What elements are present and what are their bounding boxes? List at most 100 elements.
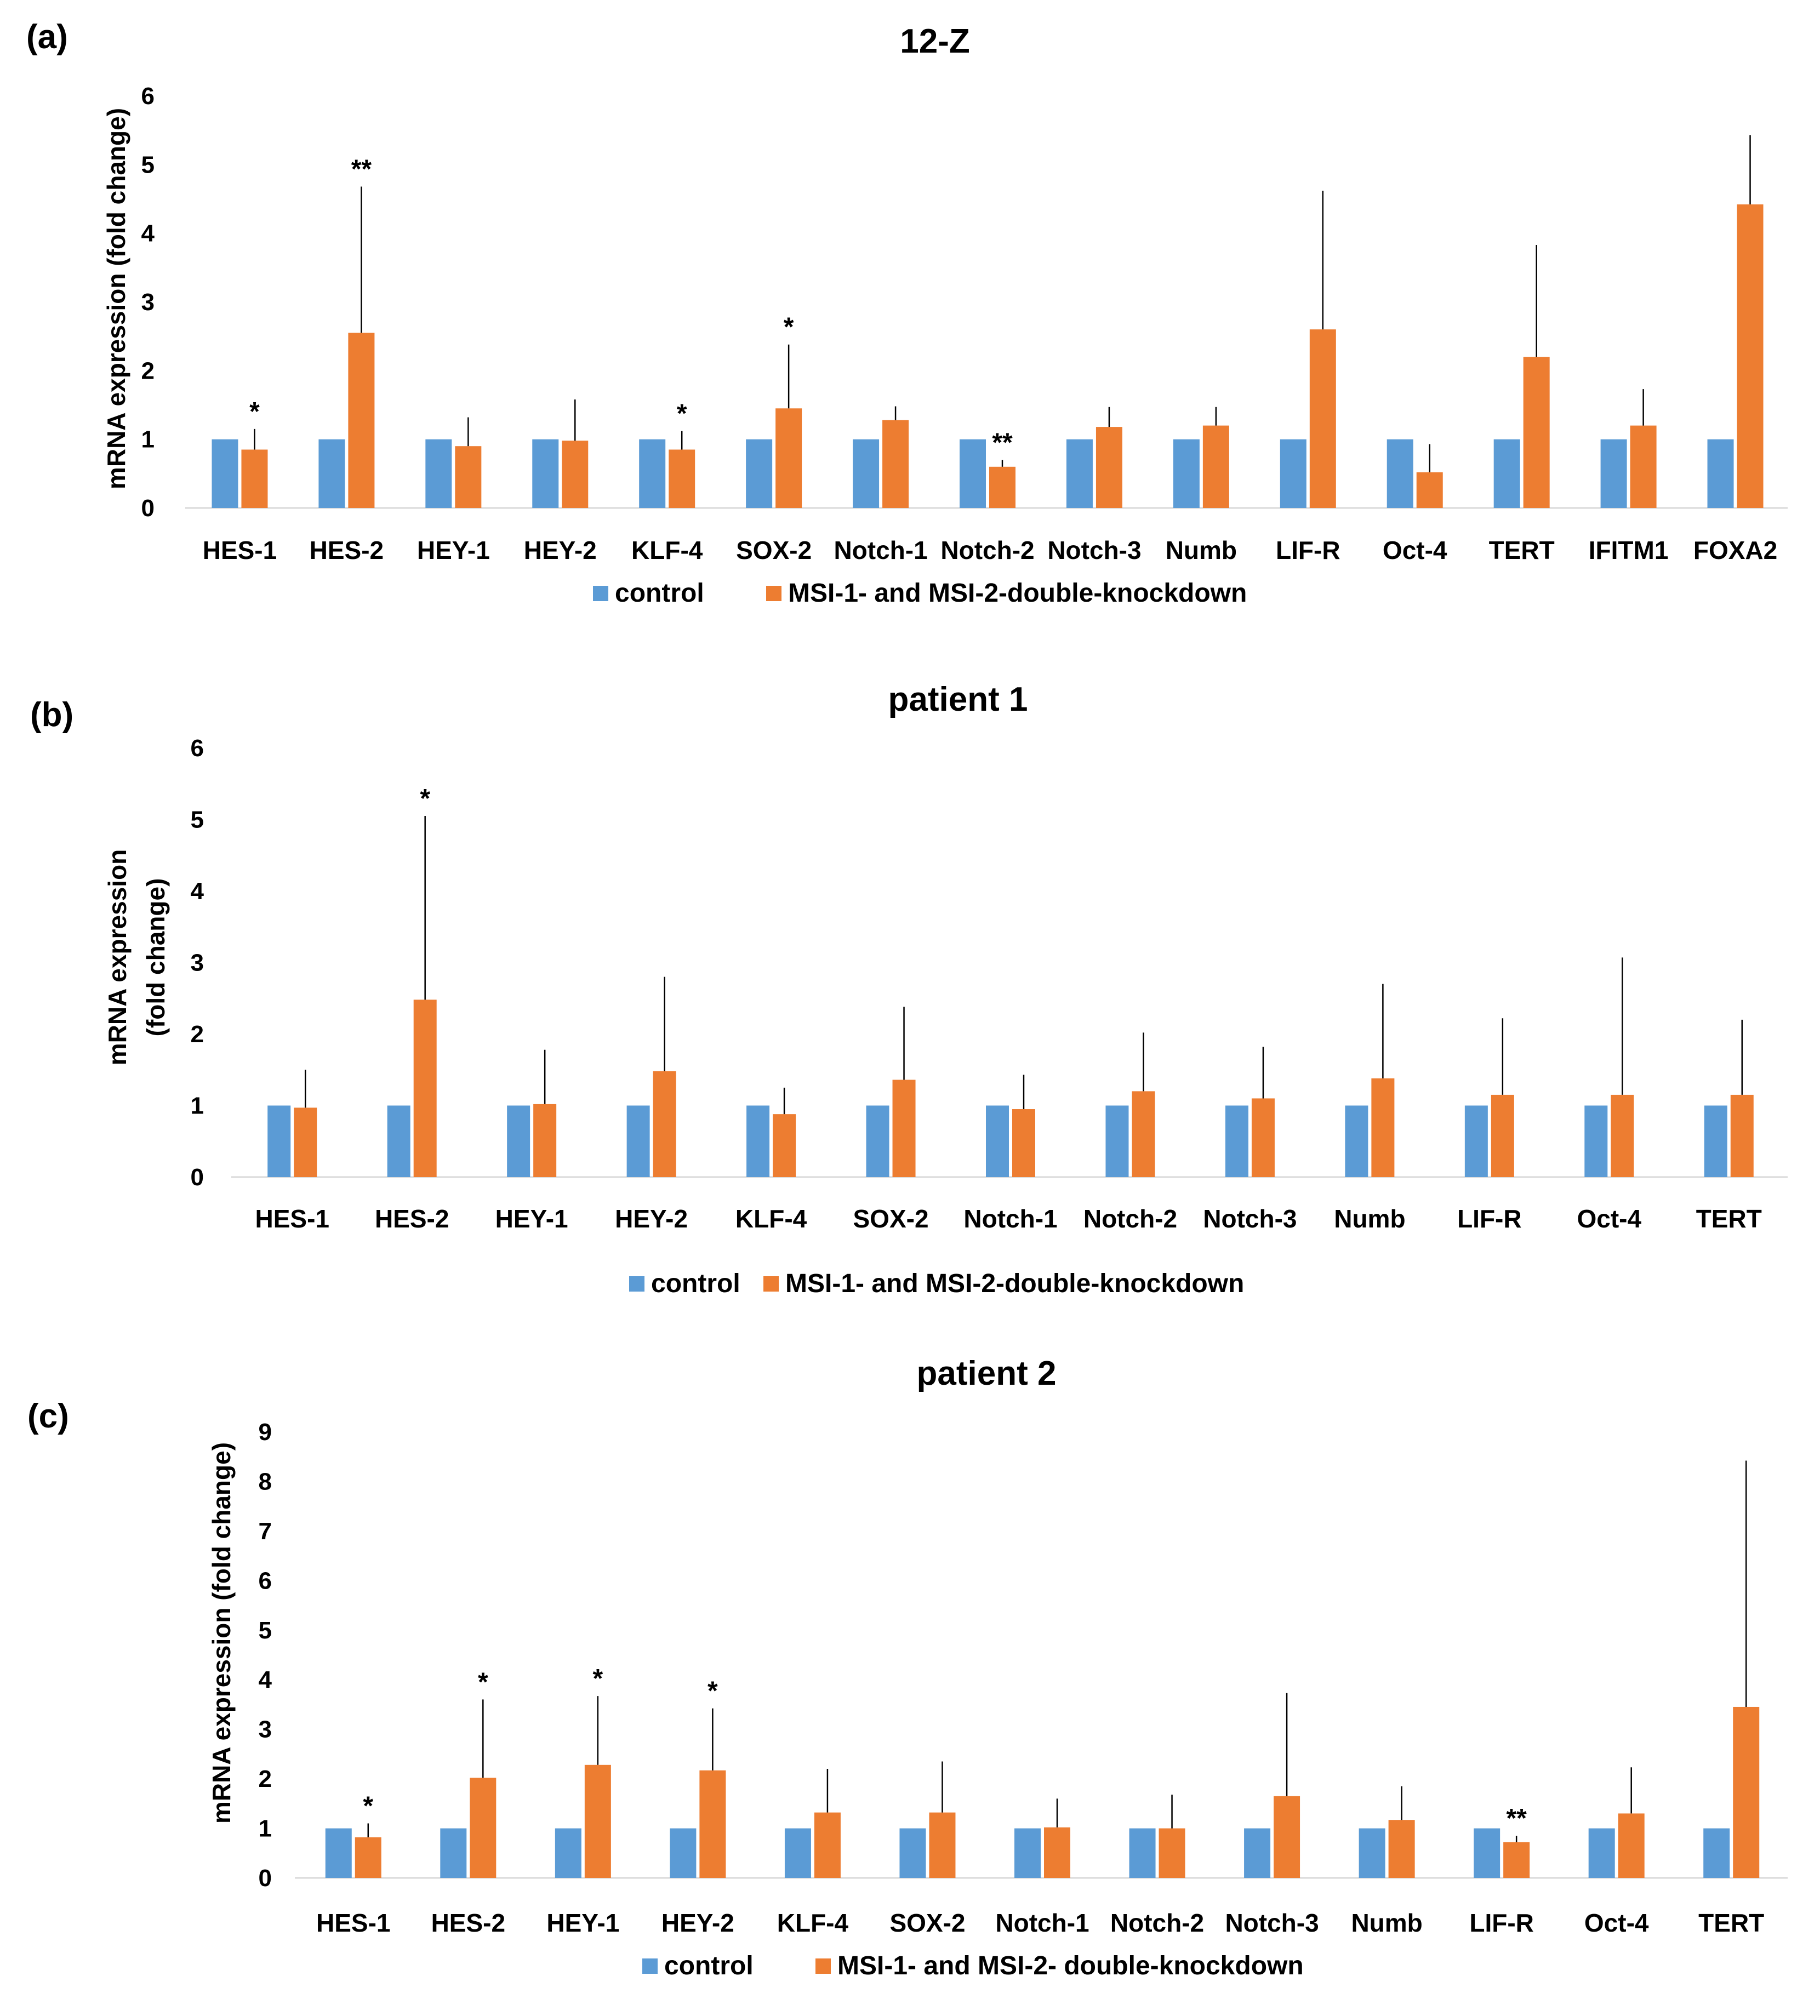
x-category-label: Notch-1 [834, 536, 927, 564]
legend-label-control-b: control [651, 1269, 740, 1298]
bars-b: * [267, 784, 1754, 1177]
legend-b: control MSI-1- and MSI-2-double-knockdow… [629, 1269, 1244, 1298]
bar-control [1584, 1105, 1608, 1177]
bar-knockdown [1159, 1828, 1185, 1878]
significance-marker: * [363, 1792, 373, 1821]
x-category-label: TERT [1696, 1204, 1762, 1233]
x-category-label: Notch-2 [940, 536, 1034, 564]
x-category-label: HES-2 [375, 1204, 449, 1233]
x-category-label: SOX-2 [853, 1204, 929, 1233]
y-ticks-b: 0 1 2 3 4 5 6 [191, 735, 204, 1191]
bar-knockdown [1630, 425, 1657, 508]
x-category-label: HEY-1 [495, 1204, 568, 1233]
chart-title-c: patient 2 [917, 1355, 1057, 1392]
x-category-label: KLF-4 [777, 1909, 849, 1937]
bar-control [1588, 1828, 1615, 1878]
x-category-label: LIF-R [1457, 1204, 1522, 1233]
bar-control [1359, 1828, 1385, 1878]
x-category-label: Oct-4 [1383, 536, 1447, 564]
bar-knockdown [348, 333, 375, 508]
bar-knockdown [1611, 1094, 1634, 1177]
significance-marker: * [249, 397, 260, 426]
bar-control [1280, 439, 1306, 508]
panel-b: (b) patient 1 mRNA expression (fold chan… [30, 681, 1788, 1298]
chart-title-a: 12-Z [900, 22, 969, 60]
bar-knockdown [1491, 1094, 1514, 1177]
x-category-label: Notch-3 [1225, 1909, 1319, 1937]
y-tick-label: 6 [141, 83, 155, 110]
bar-knockdown [294, 1107, 317, 1177]
bar-knockdown [1251, 1098, 1275, 1177]
bars-a: ******* [212, 135, 1764, 508]
bar-knockdown [1274, 1796, 1300, 1878]
legend-label-knockdown-c: MSI-1- and MSI-2- double-knockdown [837, 1951, 1304, 1980]
bar-knockdown [773, 1114, 796, 1177]
y-axis-label-b-line2: (fold change) [141, 878, 170, 1037]
bar-control [639, 439, 666, 508]
bar-control [325, 1828, 352, 1878]
x-category-label: Numb [1334, 1204, 1405, 1233]
bar-control [267, 1105, 291, 1177]
bar-knockdown [562, 441, 589, 508]
x-category-label: HEY-2 [615, 1204, 688, 1233]
x-category-label: HES-2 [431, 1909, 505, 1937]
bar-knockdown [1733, 1706, 1760, 1878]
legend-label-control-c: control [664, 1951, 754, 1980]
x-category-label: HEY-1 [417, 536, 490, 564]
y-tick-label: 8 [259, 1468, 272, 1495]
y-tick-label: 2 [259, 1766, 272, 1792]
y-tick-label: 6 [259, 1567, 272, 1594]
bar-knockdown [1309, 329, 1336, 508]
legend-swatch-knockdown-b [763, 1276, 779, 1292]
y-tick-label: 2 [141, 357, 155, 384]
legend-swatch-knockdown-c [815, 1958, 831, 1974]
panel-label-a: (a) [26, 18, 68, 56]
x-category-label: LIF-R [1469, 1909, 1534, 1937]
legend-swatch-control-b [629, 1276, 644, 1292]
category-labels-b: HES-1 HES-2 HEY-1 HEY-2 KLF-4 SOX-2 Notch-1 Not… [255, 1204, 1761, 1233]
y-tick-label: 3 [259, 1716, 272, 1743]
y-tick-label: 0 [141, 495, 155, 522]
panel-c: (c) patient 2 mRNA expression (fold chan… [27, 1355, 1788, 1980]
legend-label-control-a: control [615, 579, 704, 608]
x-category-label: Oct-4 [1584, 1909, 1649, 1937]
bar-knockdown [653, 1071, 676, 1177]
chart-title-b: patient 1 [888, 681, 1028, 718]
y-tick-label: 5 [259, 1617, 272, 1644]
bar-knockdown [1523, 357, 1550, 508]
bar-knockdown [699, 1770, 726, 1878]
y-axis-label-b-line1: mRNA expression [103, 849, 132, 1066]
bar-control [318, 439, 345, 508]
x-category-label: Notch-3 [1047, 536, 1141, 564]
legend-swatch-control-c [642, 1958, 658, 1974]
bar-knockdown [1012, 1109, 1035, 1177]
x-category-label: Notch-1 [995, 1909, 1089, 1937]
bar-knockdown [1371, 1078, 1395, 1177]
bar-control [1225, 1105, 1248, 1177]
y-tick-label: 1 [141, 426, 155, 453]
bar-control [507, 1105, 530, 1177]
significance-marker: * [784, 313, 794, 342]
bar-knockdown [1044, 1827, 1070, 1878]
legend-swatch-control-a [593, 586, 608, 601]
bar-control [899, 1828, 926, 1878]
y-tick-label: 5 [191, 807, 204, 833]
bar-control [1345, 1105, 1368, 1177]
y-ticks-c: 0 1 2 3 4 5 6 7 8 9 [259, 1419, 272, 1892]
bar-knockdown [1737, 204, 1764, 508]
bar-control [1066, 439, 1093, 508]
bar-control [1493, 439, 1520, 508]
bar-control [986, 1105, 1009, 1177]
significance-marker: * [708, 1677, 718, 1706]
y-tick-label: 0 [191, 1164, 204, 1191]
y-tick-label: 1 [191, 1093, 204, 1120]
bar-control [440, 1828, 467, 1878]
y-axis-label-a: mRNA expression (fold change) [102, 108, 130, 489]
bar-control [212, 439, 238, 508]
x-category-label: TERT [1698, 1909, 1764, 1937]
bar-control [853, 439, 880, 508]
legend-swatch-knockdown-a [766, 586, 781, 601]
x-category-label: FOXA2 [1693, 536, 1777, 564]
bar-control [555, 1828, 581, 1878]
bar-knockdown [1202, 425, 1229, 508]
